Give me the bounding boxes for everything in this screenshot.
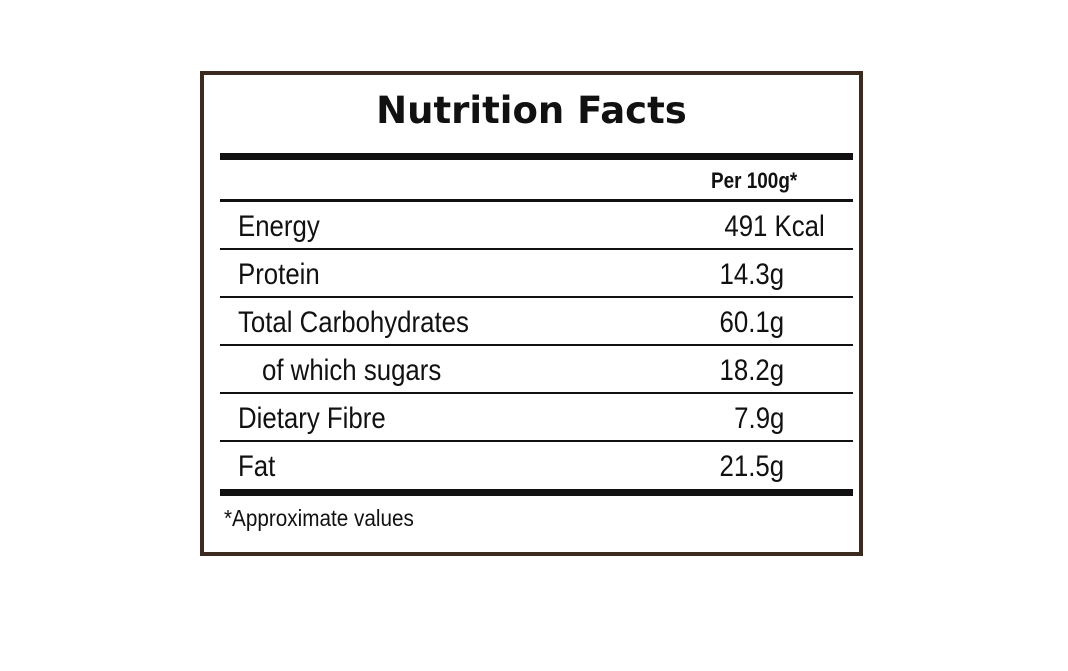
- nutrient-label: Protein: [238, 258, 320, 291]
- header-divider: [220, 199, 853, 202]
- column-header-row: Per 100g*: [220, 160, 853, 200]
- row-total-carbohydrates: Total Carbohydrates 60.1g: [220, 298, 853, 346]
- nutrition-facts-panel: Nutrition Facts Per 100g* Energy 491 Kca…: [200, 71, 863, 556]
- footnote: *Approximate values: [224, 505, 414, 531]
- nutrient-rows: Energy 491 Kcal Protein 14.3g Total Carb…: [220, 202, 853, 490]
- nutrient-value: 18.2g: [719, 354, 784, 387]
- nutrient-value: 21.5g: [719, 450, 784, 483]
- nutrient-value: 60.1g: [719, 306, 784, 339]
- row-fat: Fat 21.5g: [220, 442, 853, 490]
- nutrient-label: Total Carbohydrates: [238, 306, 469, 339]
- nutrient-label: Energy: [238, 210, 320, 243]
- nutrient-value: 14.3g: [719, 258, 784, 291]
- row-energy: Energy 491 Kcal: [220, 202, 853, 250]
- row-dietary-fibre: Dietary Fibre 7.9g: [220, 394, 853, 442]
- top-thick-divider: [220, 153, 853, 160]
- bottom-thick-divider: [220, 489, 853, 496]
- nutrient-value: 7.9g: [733, 402, 784, 435]
- per-100g-header: Per 100g*: [711, 168, 798, 193]
- nutrient-label: Fat: [238, 450, 276, 483]
- nutrient-label: of which sugars: [262, 354, 442, 387]
- row-protein: Protein 14.3g: [220, 250, 853, 298]
- nutrition-title: Nutrition Facts: [376, 89, 687, 132]
- nutrient-label: Dietary Fibre: [238, 402, 386, 435]
- row-sugars: of which sugars 18.2g: [220, 346, 853, 394]
- nutrient-value: 491 Kcal: [724, 210, 825, 243]
